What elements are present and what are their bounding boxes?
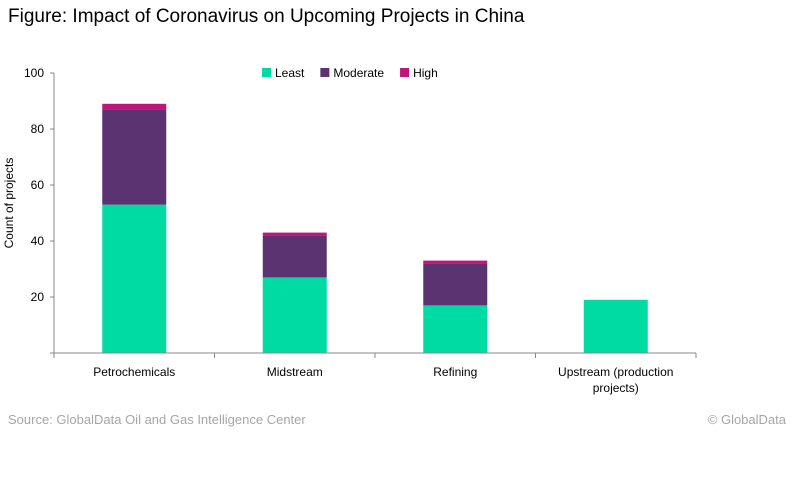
bar-least-4: [583, 299, 648, 353]
legend-swatch-least: [262, 68, 271, 77]
bar-least-1: [102, 204, 167, 353]
bar-high-3: [423, 260, 488, 264]
bar-least-3: [423, 305, 488, 353]
x-category-label: Upstream (production projects): [558, 365, 673, 395]
bar-high-1: [102, 103, 167, 110]
y-tick-labels: 20 40 60 80 100: [24, 66, 44, 304]
y-axis-label: Count of projects: [2, 158, 16, 249]
legend-label-high: High: [413, 66, 438, 80]
x-category-labels: Petrochemicals Midstream Refining Upstream …: [93, 365, 673, 395]
x-category-label: Midstream: [267, 365, 323, 379]
legend-label-least: Least: [275, 66, 305, 80]
bar-moderate-3: [423, 263, 488, 306]
y-tick-label: 100: [24, 66, 44, 80]
y-tick-label: 20: [31, 290, 45, 304]
bars-group: [102, 103, 648, 353]
x-category-label: Petrochemicals: [93, 365, 175, 379]
source-note: Source: GlobalData Oil and Gas Intellige…: [8, 412, 306, 427]
legend-label-moderate: Moderate: [333, 66, 384, 80]
bar-least-2: [262, 277, 327, 353]
bar-moderate-1: [102, 109, 167, 205]
copyright-note: © GlobalData: [707, 412, 786, 427]
y-tick-label: 40: [31, 234, 45, 248]
y-tick-label: 60: [31, 178, 45, 192]
legend: Least Moderate High: [262, 66, 438, 80]
legend-swatch-moderate: [320, 68, 330, 77]
bar-moderate-2: [262, 235, 327, 278]
chart-title: Figure: Impact of Coronavirus on Upcomin…: [8, 6, 525, 27]
bar-high-2: [262, 232, 327, 236]
legend-swatch-high: [400, 68, 410, 77]
axes-group: [50, 72, 697, 358]
x-category-label: Refining: [433, 365, 477, 379]
y-tick-label: 80: [31, 122, 45, 136]
